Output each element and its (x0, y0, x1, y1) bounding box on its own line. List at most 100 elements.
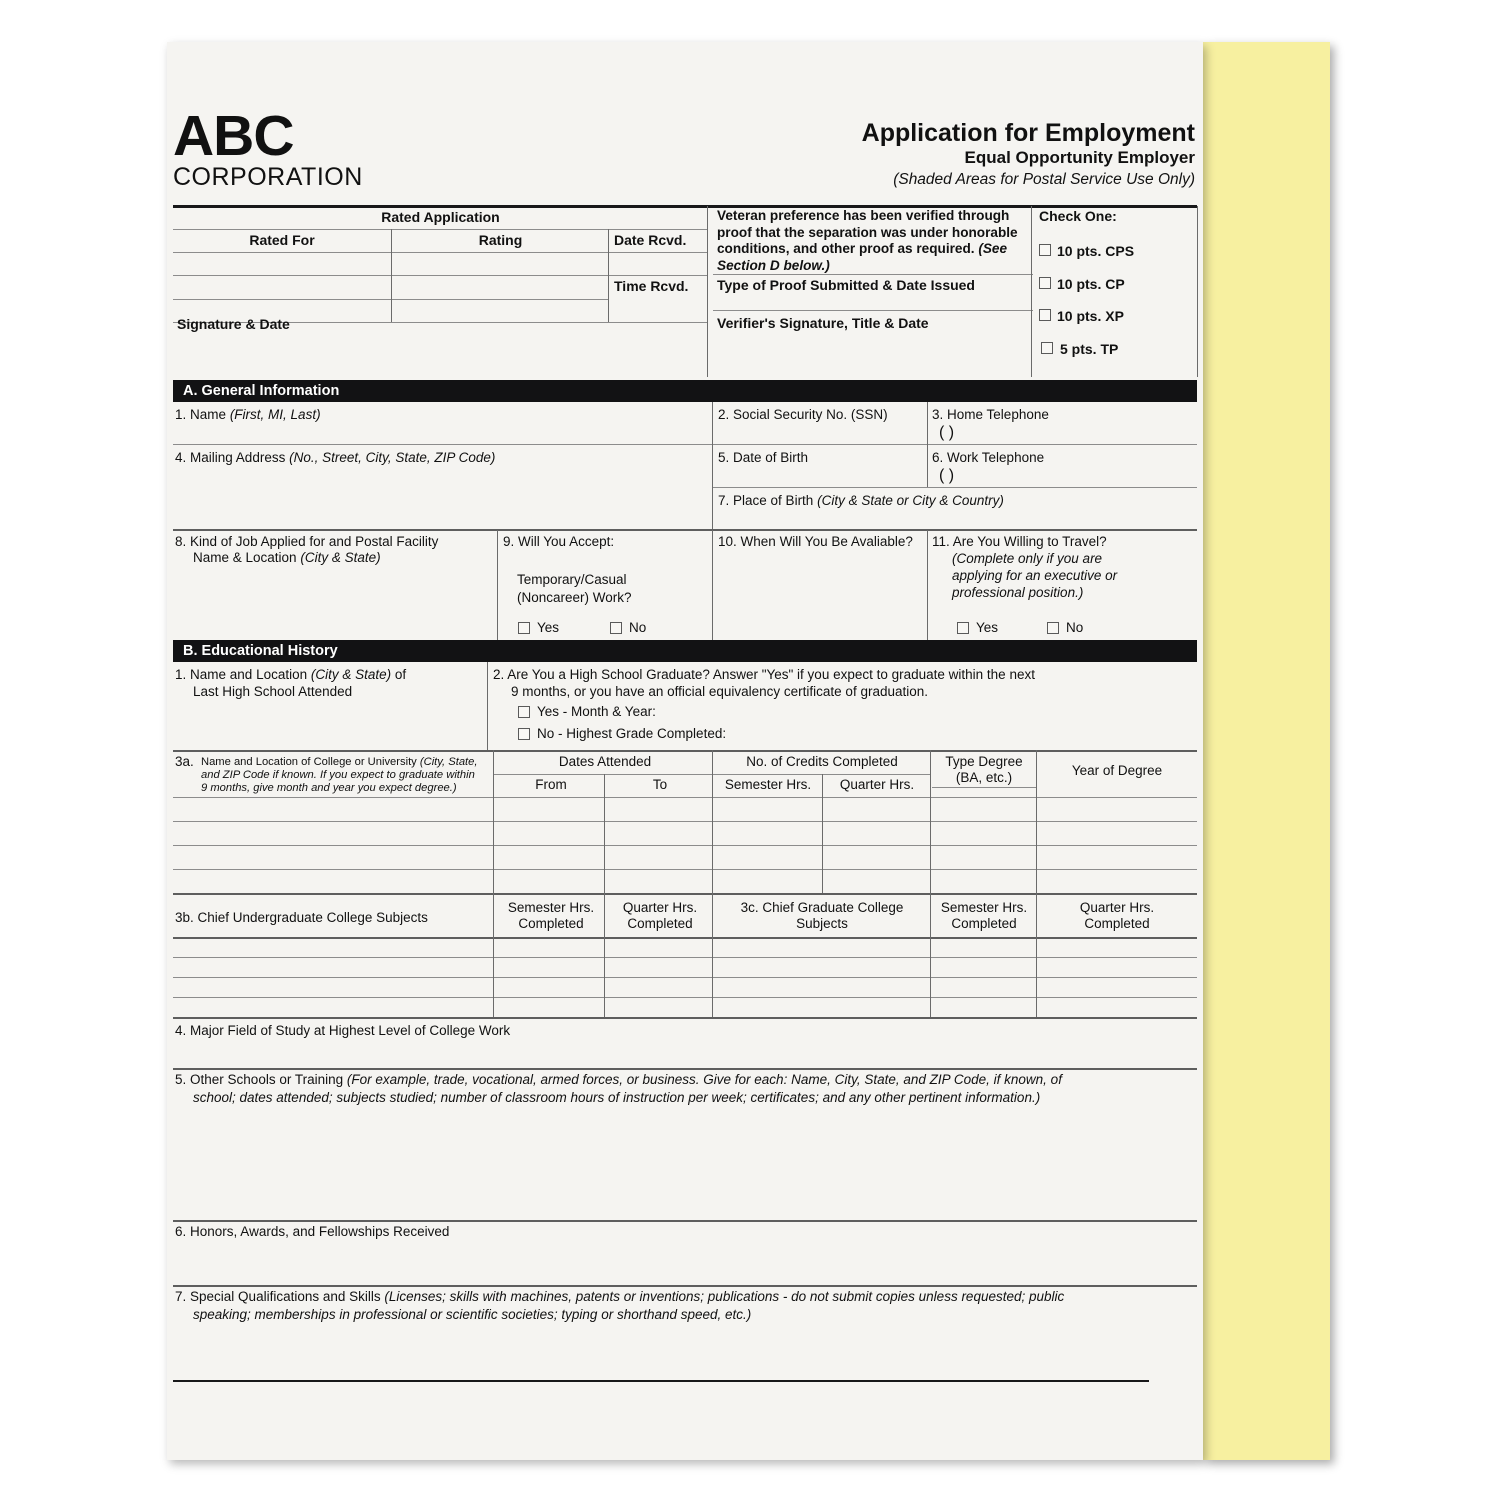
section-a-vline-5 (927, 530, 929, 641)
b3b-row-rule-1 (173, 957, 1197, 959)
verifier-signature-label: Verifier's Signature, Title & Date (717, 315, 929, 331)
field-b7-number: 7. (175, 1289, 187, 1304)
col-type-degree-1: Type Degree (945, 754, 1023, 769)
carbon-copy-sheet: ABC CORPORATION Application for Employme… (1203, 42, 1330, 1460)
field-b2-graduate-q: 2. Are You a High School Graduate? Answe… (493, 667, 1035, 683)
col-to: To (652, 777, 668, 792)
field-9-label: Will You Accept: (518, 534, 615, 549)
field-b5-other-schools: 5. Other Schools or Training (For exampl… (175, 1072, 1062, 1088)
label-10-pts-cps: 10 pts. CPS (1057, 243, 1135, 259)
field-b7-label: Special Qualifications and Skills (190, 1289, 381, 1304)
field-b2-label-2: 9 months, or you have an official equiva… (511, 684, 928, 699)
veteran-statement: Veteran preference has been verified thr… (717, 208, 1029, 274)
field-10-when-available: 10. When Will You Be Avaliable? (718, 534, 913, 550)
field-b1-label-tail: of (394, 667, 407, 682)
section-b-vline-1 (487, 662, 489, 750)
b3b-row-rule-3 (173, 997, 1197, 999)
rated-vline-right (707, 206, 709, 377)
label-11-yes: Yes (976, 620, 999, 635)
field-b7-special-qualifications: 7. Special Qualifications and Skills (Li… (175, 1289, 1064, 1305)
field-11-number: 11. (932, 534, 950, 549)
field-7-label: Place of Birth (733, 493, 814, 508)
field-b1-high-school: 1. Name and Location (City & State) of (175, 667, 406, 683)
label-9-no: No (629, 620, 647, 635)
col-from: From (535, 777, 567, 792)
field-b3a-label-text: Name and Location of College or Universi… (201, 756, 417, 768)
rated-row-rule-2a (173, 275, 608, 277)
section-b-rule-1 (173, 750, 1197, 752)
field-5-label: Date of Birth (733, 450, 809, 465)
section-a-bar: A. General Information (173, 380, 1197, 402)
checkbox-11-yes[interactable] (957, 622, 969, 634)
b3b-qtr-1: Quarter Hrs. (622, 900, 698, 915)
rated-vline-2 (608, 229, 610, 322)
check-one-label: Check One: (1039, 208, 1117, 224)
field-2-number: 2. (718, 407, 730, 422)
field-7-number: 7. (718, 493, 730, 508)
field-9-line2: (Noncareer) Work? (517, 590, 632, 605)
b3b-row-rule-2 (173, 977, 1197, 979)
section-a-vline-1 (712, 402, 714, 529)
checkbox-9-no[interactable] (610, 622, 622, 634)
field-b7-hint-2: speaking; memberships in professional or… (193, 1307, 752, 1322)
field-b3a-hint-2: and ZIP Code if known. If you expect to … (201, 769, 475, 781)
field-4-number: 4. (175, 450, 187, 465)
field-b2-label-1: Are You a High School Graduate? Answer "… (507, 667, 1035, 682)
field-b1-label-2: Last High School Attended (193, 684, 353, 699)
checkbox-5-pts-tp[interactable] (1041, 342, 1053, 354)
col-quarter-hrs: Quarter Hrs. (839, 777, 915, 792)
field-8-number: 8. (175, 534, 187, 549)
rated-vline-1 (391, 229, 393, 322)
field-5-number: 5. (718, 450, 730, 465)
rated-row-rule-2b (608, 275, 708, 277)
field-b5-hint-1: (For example, trade, vocational, armed f… (346, 1072, 1062, 1087)
b4-bottom-rule (173, 1068, 1197, 1070)
checkbox-10-pts-cps[interactable] (1039, 244, 1051, 256)
field-3-number: 3. (932, 407, 944, 422)
section-a-rule-1 (173, 444, 1197, 446)
checkbox-b2-no[interactable] (518, 728, 530, 740)
checkbox-9-yes[interactable] (518, 622, 530, 634)
field-4-label: Mailing Address (190, 450, 286, 465)
form-right-vline (1197, 206, 1199, 377)
veteran-statement-note: (See Section D below.) (717, 241, 1008, 273)
field-4-mailing-address: 4. Mailing Address (No., Street, City, S… (175, 450, 495, 466)
field-b1-number: 1. (175, 667, 187, 682)
form-subtitle: Equal Opportunity Employer (964, 148, 1195, 167)
section-a-rule-3 (173, 529, 1197, 531)
label-10-pts-cp: 10 pts. CP (1057, 276, 1125, 292)
field-b4-number: 4. (175, 1023, 187, 1038)
proof-submitted-label: Type of Proof Submitted & Date Issued (717, 277, 975, 293)
field-8-label-line2: Name & Location (City & State) (193, 550, 381, 566)
field-11-hint-1: (Complete only if you are (952, 551, 1103, 566)
b3c-label-1: 3c. Chief Graduate College (740, 900, 904, 915)
b3c-sem-2: Completed (951, 916, 1017, 931)
col-year-of-degree: Year of Degree (1071, 763, 1163, 778)
col-credits-completed: No. of Credits Completed (746, 754, 898, 769)
b6-bottom-rule (173, 1285, 1197, 1287)
checkbox-10-pts-cp[interactable] (1039, 277, 1051, 289)
field-11-willing-to-travel: 11. Are You Willing to Travel? (932, 534, 1107, 550)
masthead-divider (173, 205, 1197, 208)
b3b-vline-3 (712, 893, 714, 1017)
b3a-vline-1 (493, 750, 495, 893)
b3a-vline-3 (712, 750, 714, 893)
checkbox-10-pts-xp[interactable] (1039, 309, 1051, 321)
checkbox-b2-yes[interactable] (518, 706, 530, 718)
b3b-vline-5 (1036, 893, 1038, 1017)
col-date-rcvd: Date Rcvd. (614, 232, 687, 248)
field-5-date-of-birth: 5. Date of Birth (718, 450, 808, 466)
rated-row-rule-1 (173, 252, 708, 254)
field-8-label-1: Kind of Job Applied for and Postal Facil… (190, 534, 439, 549)
checkbox-11-no[interactable] (1047, 622, 1059, 634)
b3b-vline-4 (930, 893, 932, 1017)
b3a-subhead-rule-b (932, 787, 1036, 789)
field-b5-number: 5. (175, 1072, 187, 1087)
field-4-hint: (No., Street, City, State, ZIP Code) (289, 450, 496, 465)
b3a-vline-4 (822, 774, 824, 893)
b3c-sem-1: Semester Hrs. (940, 900, 1028, 915)
field-8-job-applied: 8. Kind of Job Applied for and Postal Fa… (175, 534, 485, 550)
label-b2-yes: Yes - Month & Year: (537, 704, 656, 719)
field-b5-hint-2: school; dates attended; subjects studied… (193, 1090, 1041, 1105)
col-dates-attended: Dates Attended (558, 754, 652, 769)
